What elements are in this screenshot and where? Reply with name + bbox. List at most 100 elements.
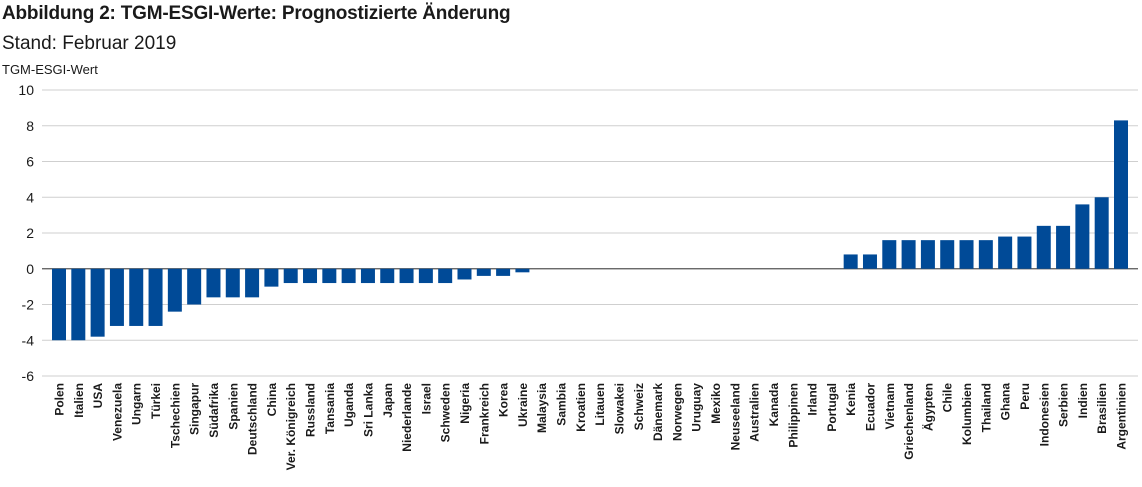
y-tick-label: 8 [26,118,34,134]
bar [109,268,124,326]
x-tick-label: Spanien [226,383,240,430]
bar [206,268,221,298]
bar [476,268,491,276]
x-tick-label: Niederlande [400,383,414,452]
x-tick-label: Russland [304,383,318,437]
bar [959,240,974,269]
x-tick-label: Deutschland [246,383,260,455]
bar [882,240,897,269]
bar [998,236,1013,269]
bar [515,268,530,273]
y-tick-label: -2 [22,297,35,313]
bar [1017,236,1032,269]
x-tick-label: Ghana [999,383,1013,421]
x-tick-label: Nigeria [458,383,472,424]
bar [418,268,433,284]
x-tick-label: Uganda [342,383,356,427]
x-tick-label: Kanada [767,383,781,427]
bar [457,268,472,280]
x-tick-label: Ver. Königreich [284,383,298,470]
bar [283,268,298,284]
chart-title: Abbildung 2: TGM-ESGI-Werte: Prognostizi… [2,3,511,24]
x-tick-label: Kolumbien [960,383,974,445]
x-tick-label: Kenia [844,383,858,416]
x-tick-label: Venezuela [110,383,124,441]
bar [1094,197,1109,269]
x-tick-label: Ungarn [130,383,144,425]
x-tick-label: Vietnam [883,383,897,429]
bar [1036,225,1051,269]
x-tick-label: Philippinen [786,383,800,448]
x-tick-label: Japan [381,383,395,418]
x-tick-label: Türkei [149,383,163,419]
x-tick-label: Polen [53,383,67,416]
bar [1056,225,1071,269]
bar [322,268,337,284]
x-tick-label: Ecuador [863,383,877,431]
x-tick-label: Chile [941,383,955,413]
y-tick-label: 6 [26,154,34,170]
bar [940,240,955,269]
x-tick-label: Schweiz [632,383,646,430]
x-tick-label: Korea [497,383,511,417]
y-tick-label: -4 [22,332,35,348]
x-tick-label: Irland [806,383,820,416]
bar [129,268,144,326]
x-tick-label: Norwegen [670,383,684,441]
x-tick-label: Uruguay [690,383,704,432]
x-tick-label: Schweden [439,383,453,442]
bar [843,254,858,269]
bar [862,254,877,269]
bar [399,268,414,284]
bar [90,268,105,337]
bar [1075,204,1090,269]
bar [496,268,511,276]
x-tick-label: Tansania [323,383,337,434]
bar [264,268,279,287]
x-tick-label: Mexiko [709,383,723,424]
bar [920,240,935,269]
x-tick-label: Thailand [979,383,993,432]
x-tick-label: Dänemark [651,383,665,441]
bar [303,268,318,284]
x-tick-label: Portugal [825,383,839,432]
x-tick-label: Australien [748,383,762,442]
bar [1114,120,1128,269]
x-tick-label: Argentinien [1115,383,1129,450]
x-tick-label: Kroatien [574,383,588,432]
x-tick-label: Malaysia [535,383,549,433]
bar [360,268,375,284]
x-tick-label: Israel [419,383,433,414]
bar [978,240,993,269]
gridlines [42,89,1138,377]
y-tick-label: -6 [22,368,35,384]
bar [225,268,240,298]
x-tick-label: Südafrika [207,383,221,438]
y-axis-label: TGM-ESGI-Wert [2,62,98,77]
x-tick-label: Singapur [188,383,202,435]
bar [167,268,182,312]
x-tick-label: Slowakei [612,383,626,434]
x-tick-label: Sri Lanka [361,383,375,437]
y-tick-label: 10 [18,82,34,98]
x-tick-label: Serbien [1057,383,1071,427]
x-tick-label: Griechenland [902,383,916,460]
y-tick-labels: 10 8 6 4 2 0 -2 -4 -6 [18,82,34,384]
bar [245,268,260,298]
x-tick-label: Tschechien [168,383,182,448]
y-tick-label: 4 [26,189,34,205]
bar [438,268,453,284]
bar [71,268,86,341]
bar [380,268,395,284]
x-tick-label: Peru [1018,383,1032,410]
x-tick-label: Indonesien [1037,383,1051,446]
x-tick-label: Litauen [593,383,607,426]
x-tick-label: Indien [1076,383,1090,418]
x-tick-label: Ukraine [516,383,530,427]
bar [901,240,916,269]
bar [148,268,163,326]
chart-subtitle: Stand: Februar 2019 [2,33,177,54]
x-tick-label: Sambia [555,383,569,426]
x-tick-label: Italien [72,383,86,418]
x-tick-label: USA [91,383,105,409]
